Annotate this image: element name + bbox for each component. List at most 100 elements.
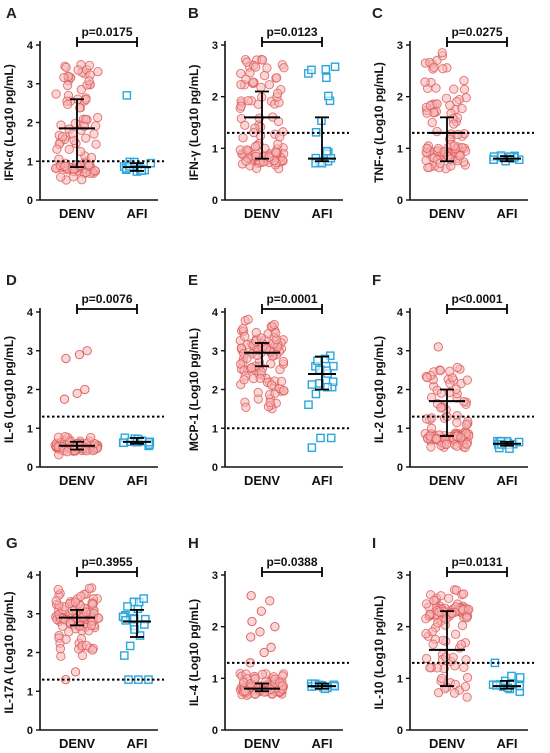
y-axis-label: IFN-α (Log10 pg/mL): [2, 64, 16, 181]
data-point-afi: [307, 380, 317, 389]
data-point-denv: [441, 614, 451, 624]
y-tick-label: 0: [212, 725, 218, 737]
data-point-denv: [238, 323, 248, 334]
data-point-denv: [433, 688, 444, 698]
y-tick-label: 4: [27, 307, 34, 319]
data-point-denv: [421, 599, 432, 609]
data-point-denv: [90, 166, 100, 176]
data-point-denv: [273, 139, 283, 149]
data-point-denv: [84, 583, 94, 594]
y-tick-label: 3: [212, 40, 218, 52]
data-point-denv: [432, 99, 442, 109]
data-point-denv: [441, 439, 452, 449]
y-tick-label: 4: [27, 570, 34, 582]
data-point-denv: [57, 132, 68, 142]
data-point-denv: [239, 375, 249, 385]
p-value-label: p=0.0123: [266, 25, 317, 39]
data-point-denv: [250, 62, 261, 72]
data-point-denv: [73, 65, 83, 75]
p-value-label: p=0.0175: [81, 25, 132, 39]
data-point-denv: [265, 596, 275, 606]
data-point-denv: [269, 319, 279, 330]
panel-letter: H: [188, 535, 199, 552]
x-category-label: AFI: [312, 736, 333, 751]
data-point-denv: [275, 132, 285, 142]
data-point-denv: [432, 126, 442, 137]
data-point-afi: [323, 91, 333, 101]
panel-letter: E: [188, 272, 198, 289]
data-point-afi: [125, 641, 135, 651]
data-point-denv: [257, 55, 268, 65]
panel-g: G IL-17A (Log10 pg/mL) 0 1 2 3 4 DENV AFI p=0.395…: [2, 535, 164, 751]
data-point-denv: [89, 129, 99, 139]
data-point-denv: [246, 591, 256, 601]
y-axis-label: IFN-γ (Log10 pg/mL): [187, 65, 201, 181]
data-point-denv: [52, 144, 62, 154]
data-point-denv: [456, 640, 466, 650]
data-point-denv: [277, 681, 288, 691]
data-point-denv: [422, 108, 432, 118]
data-point-denv: [84, 60, 95, 71]
data-point-denv: [60, 431, 70, 442]
data-point-denv: [459, 84, 470, 95]
y-tick-label: 2: [212, 385, 218, 397]
y-tick-label: 0: [397, 725, 403, 737]
y-tick-label: 4: [397, 307, 404, 319]
data-point-denv: [262, 63, 272, 73]
x-category-label: DENV: [244, 736, 280, 751]
x-category-label: AFI: [497, 736, 518, 751]
data-point-denv: [429, 62, 439, 72]
data-point-denv: [93, 112, 103, 123]
data-point-denv: [452, 96, 462, 107]
data-point-denv: [68, 172, 78, 182]
y-axis-label: TNF-α (Log10 pg/mL): [372, 62, 386, 183]
data-point-afi: [316, 433, 325, 443]
y-tick-label: 3: [397, 40, 403, 52]
panel-letter: B: [188, 5, 199, 22]
data-point-denv: [62, 447, 72, 457]
data-point-denv: [64, 627, 74, 637]
p-value-label: p=0.0131: [451, 555, 502, 569]
x-category-label: DENV: [244, 473, 280, 488]
y-axis-label: IL-6 (Log10 pg/mL): [2, 336, 16, 443]
data-point-afi: [326, 433, 336, 443]
data-point-denv: [76, 591, 86, 601]
data-point-denv: [243, 314, 253, 325]
data-point-denv: [462, 692, 472, 702]
data-point-denv: [81, 133, 91, 143]
data-point-denv: [259, 70, 270, 81]
x-category-label: DENV: [59, 473, 95, 488]
y-tick-label: 3: [27, 609, 33, 621]
data-point-afi: [321, 65, 331, 74]
y-tick-label: 2: [27, 648, 33, 660]
y-tick-label: 1: [212, 673, 218, 685]
y-tick-label: 0: [212, 462, 218, 474]
y-tick-label: 3: [27, 79, 33, 91]
data-point-denv: [61, 674, 71, 685]
data-point-denv: [236, 68, 246, 79]
data-point-denv: [436, 403, 446, 413]
data-point-denv: [86, 432, 96, 443]
panel-d: D IL-6 (Log10 pg/mL) 0 1 2 3 4 DENV AFI p=0.0076: [2, 272, 164, 488]
data-point-denv: [53, 584, 63, 595]
p-value-label: p=0.0001: [266, 292, 317, 306]
data-point-afi: [122, 91, 132, 100]
data-point-denv: [70, 667, 81, 677]
data-point-denv: [243, 96, 253, 106]
data-point-denv: [72, 388, 82, 399]
y-tick-label: 0: [27, 725, 33, 737]
y-tick-label: 1: [27, 423, 33, 435]
data-point-denv: [245, 68, 255, 78]
data-point-denv: [51, 89, 61, 99]
data-point-denv: [270, 622, 280, 632]
y-tick-label: 1: [212, 143, 218, 155]
y-tick-label: 4: [212, 307, 219, 319]
data-point-denv: [276, 376, 287, 387]
y-tick-label: 0: [27, 462, 33, 474]
data-point-denv: [435, 158, 445, 168]
x-category-label: AFI: [312, 473, 333, 488]
data-point-denv: [462, 439, 472, 449]
data-point-denv: [257, 669, 267, 680]
data-point-denv: [462, 375, 472, 385]
data-point-denv: [64, 144, 74, 154]
